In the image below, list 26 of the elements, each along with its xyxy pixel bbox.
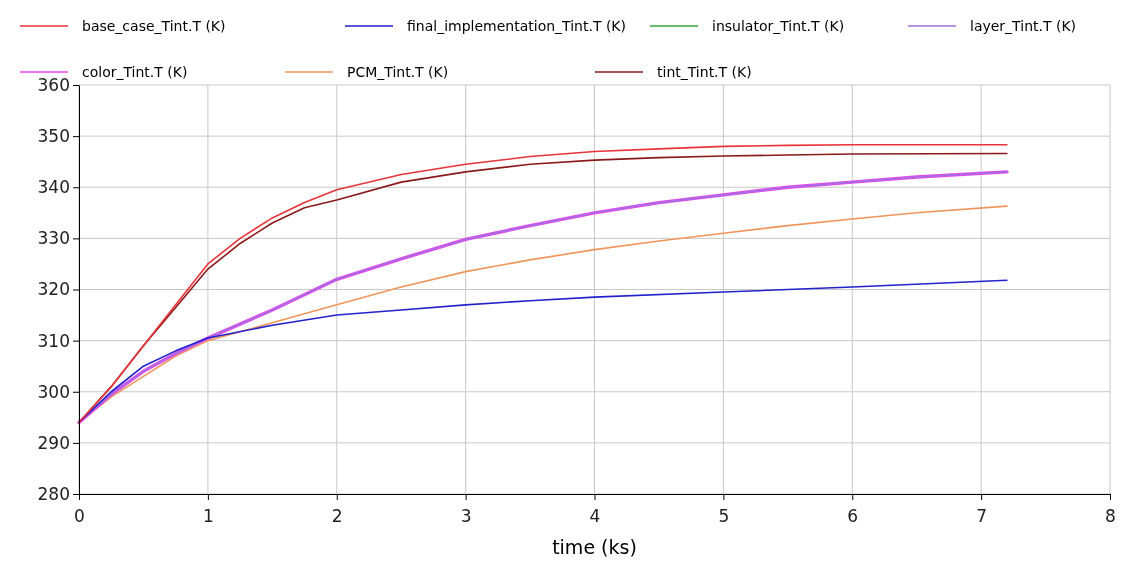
legend-label: final_implementation_Tint.T (K) [407,18,627,34]
y-tick-label: 320 [37,279,70,300]
y-tick-label: 310 [37,330,70,351]
x-tick-label: 0 [74,505,85,526]
legend-label: base_case_Tint.T (K) [82,18,226,34]
y-tick-label: 330 [37,228,70,249]
y-tick-label: 340 [37,177,70,198]
y-tick-label: 360 [37,74,70,95]
x-tick-label: 2 [331,505,343,526]
legend-label: PCM_Tint.T (K) [347,64,449,80]
y-tick-label: 300 [37,381,70,402]
y-tick-label: 290 [37,432,70,453]
x-tick-label: 4 [589,505,601,526]
legend-label: insulator_Tint.T (K) [712,18,845,34]
legend-label: tint_Tint.T (K) [657,64,752,80]
x-tick-label: 7 [976,505,988,526]
legend-label: layer_Tint.T (K) [970,18,1077,34]
y-tick-label: 350 [37,126,70,147]
legend-label: color_Tint.T (K) [82,64,188,80]
x-axis-title: time (ks) [552,536,637,558]
x-tick-label: 6 [847,505,859,526]
x-tick-label: 8 [1105,505,1116,526]
y-tick-label: 280 [37,483,70,504]
x-tick-label: 5 [718,505,730,526]
x-tick-label: 3 [460,505,472,526]
x-tick-label: 1 [202,505,214,526]
